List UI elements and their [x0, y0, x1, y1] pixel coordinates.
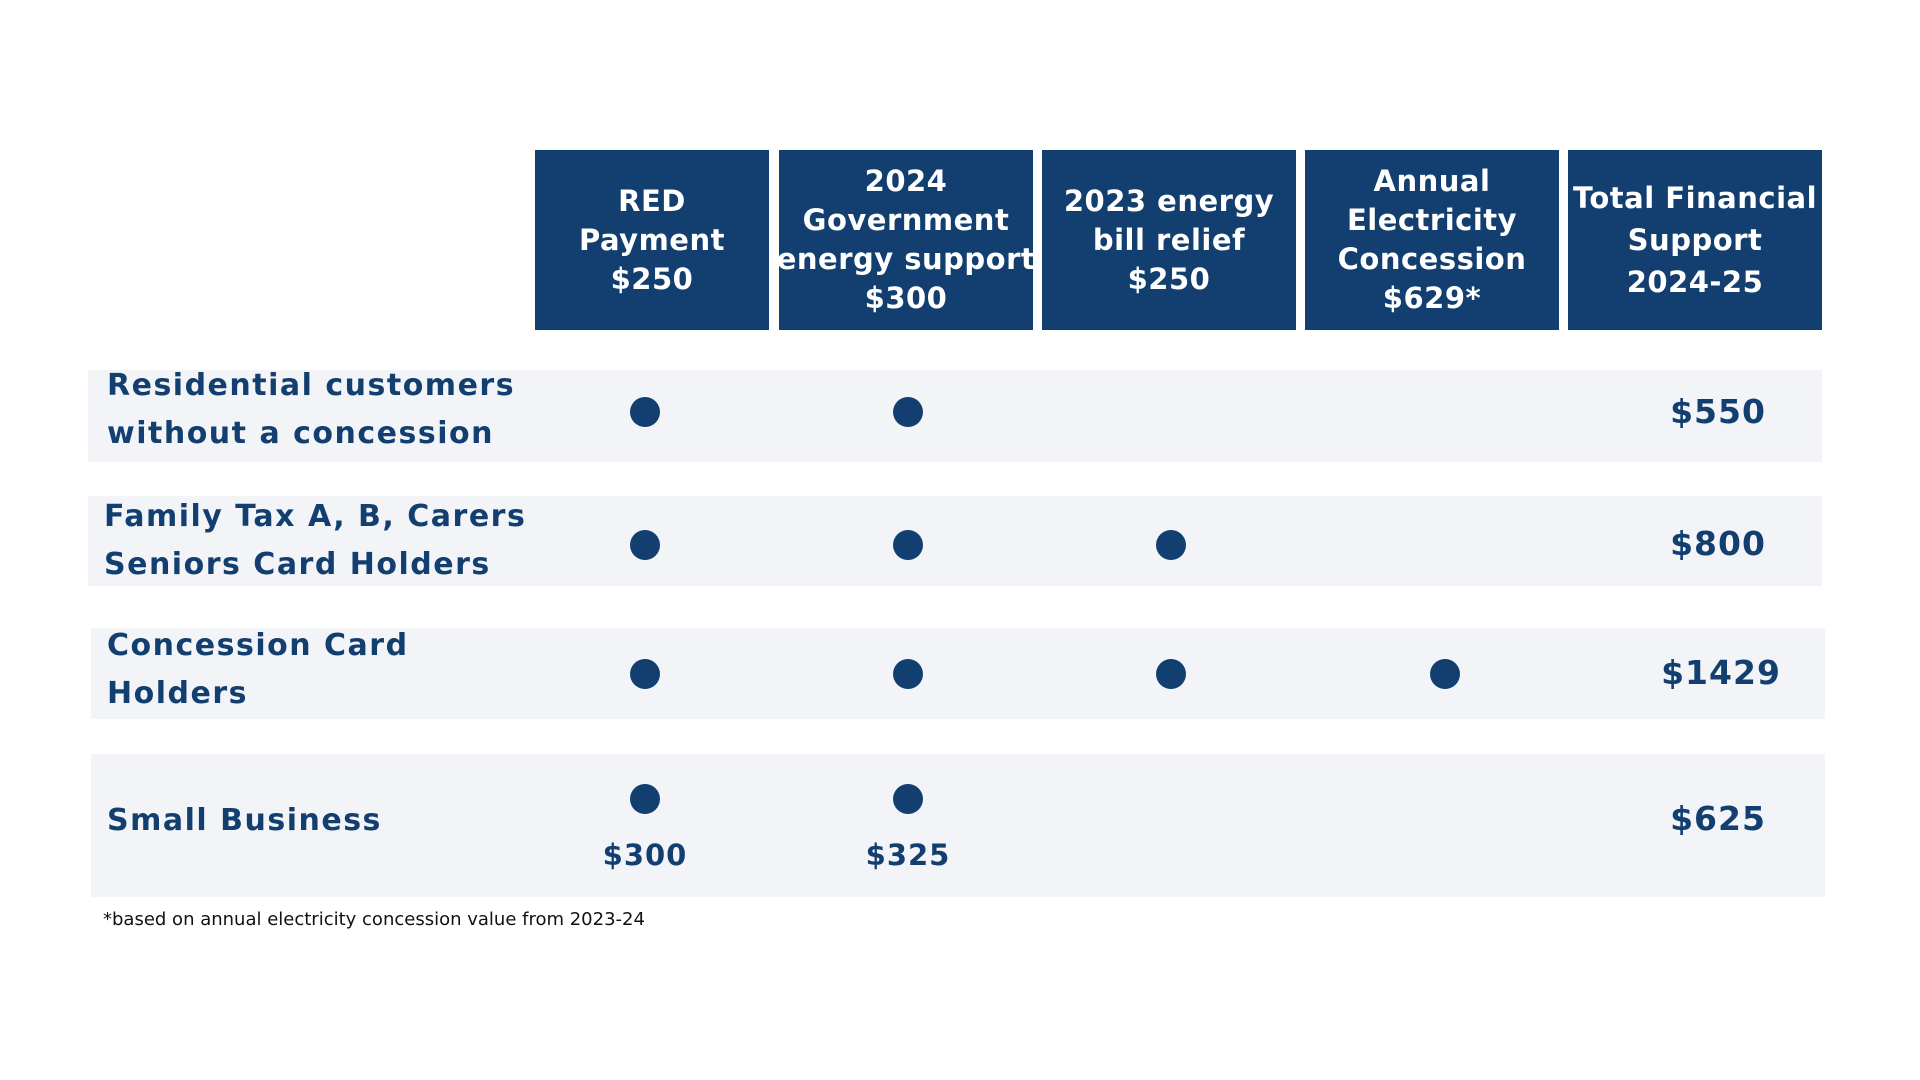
included-dot: [893, 397, 923, 427]
included-dot: [630, 784, 660, 814]
included-dot: [1156, 659, 1186, 689]
row-label-line: without a concession: [107, 416, 494, 451]
small-business-amount: $325: [865, 838, 951, 872]
header-line: Concession: [1337, 242, 1527, 276]
total-amount: $800: [1670, 524, 1766, 563]
row-label: Concession Card Holders: [107, 622, 409, 718]
included-dot: [630, 397, 660, 427]
header-line: $300: [864, 281, 948, 315]
row-label-line: Holders: [107, 676, 248, 711]
header-line: Government: [802, 203, 1010, 237]
header-energy-bill-relief: 2023 energy bill relief $250: [1042, 150, 1296, 330]
row-label-line: Concession Card: [107, 628, 409, 663]
table-row: [88, 370, 1822, 462]
header-line: 2024-25: [1626, 265, 1764, 299]
header-line: Payment: [579, 222, 725, 257]
included-dot: [893, 659, 923, 689]
row-label: Family Tax A, B, Carers Seniors Card Hol…: [104, 493, 526, 589]
header-total-financial-support: Total Financial Support 2024-25: [1568, 150, 1822, 330]
footnote: *based on annual electricity concession …: [103, 909, 645, 930]
header-line: RED: [618, 183, 686, 218]
total-amount: $550: [1670, 392, 1766, 431]
included-dot: [630, 530, 660, 560]
header-line: Annual: [1373, 164, 1491, 198]
row-label-line: Seniors Card Holders: [104, 547, 491, 582]
header-annual-electricity-concession: Annual Electricity Concession $629*: [1305, 150, 1559, 330]
header-line: Support: [1627, 223, 1763, 257]
small-business-amount: $300: [602, 838, 688, 872]
row-label-line: Residential customers: [107, 368, 516, 403]
row-label: Residential customers without a concessi…: [107, 362, 515, 458]
row-label: Small Business: [107, 797, 382, 845]
table-row: [88, 496, 1822, 586]
included-dot: [893, 784, 923, 814]
total-amount: $625: [1670, 799, 1766, 838]
table-row: [91, 628, 1825, 719]
header-line: $629*: [1382, 281, 1482, 315]
header-line: 2024: [864, 164, 948, 198]
included-dot: [893, 530, 923, 560]
included-dot: [630, 659, 660, 689]
header-line: 2023 energy: [1063, 183, 1275, 218]
row-label-line: Family Tax A, B, Carers: [104, 499, 527, 534]
included-dot: [1156, 530, 1186, 560]
row-label-line: Small Business: [107, 803, 382, 838]
header-line: bill relief: [1092, 222, 1246, 257]
header-line: energy support: [776, 242, 1036, 276]
header-line: Total Financial: [1572, 181, 1818, 215]
included-dot: [1430, 659, 1460, 689]
table-row: [91, 754, 1825, 897]
header-government-energy-support: 2024 Government energy support $300: [776, 150, 1036, 330]
header-line: $250: [610, 261, 694, 296]
header-line: $250: [1127, 261, 1211, 296]
total-amount: $1429: [1661, 653, 1781, 692]
header-line: Electricity: [1346, 203, 1518, 237]
header-red-payment: RED Payment $250: [535, 150, 769, 330]
